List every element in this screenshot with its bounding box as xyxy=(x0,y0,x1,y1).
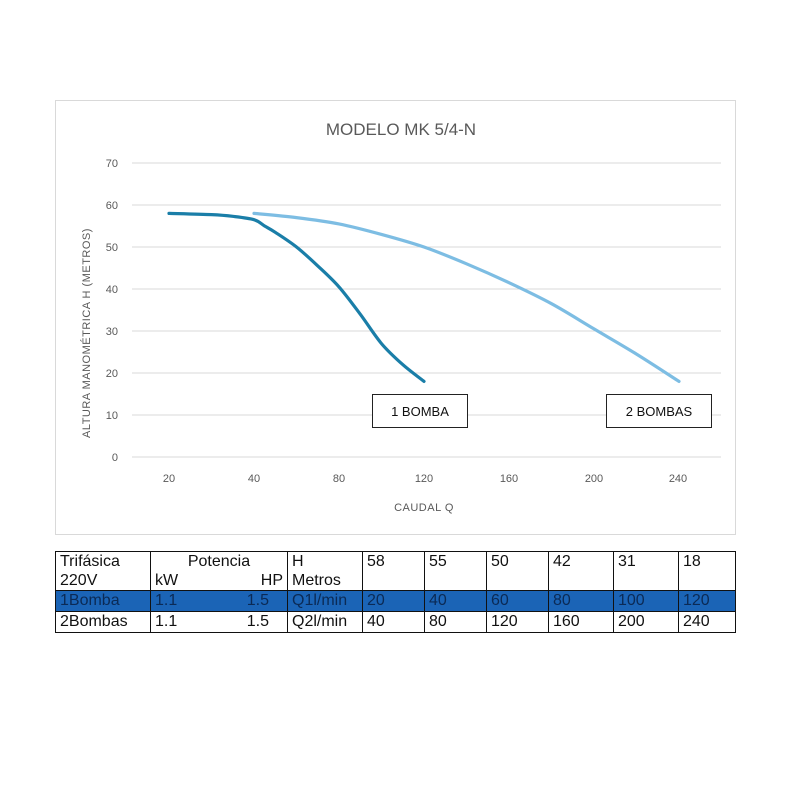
spec-table: Trifásica 220V Potencia kW HP H Metros 58 5… xyxy=(55,551,736,633)
x-tick-label: 40 xyxy=(248,473,260,485)
row-q-label: Q1l/min xyxy=(287,590,363,612)
chart-frame: MODELO MK 5/4-N 0 10 20 30 40 50 60 70 20 40 80 12… xyxy=(55,100,736,535)
row-cell: 40 xyxy=(362,611,425,633)
header-h-value: 31 xyxy=(613,551,679,591)
series-line-2-bombas xyxy=(252,211,681,383)
x-tick-labels: 20 40 80 120 160 200 240 xyxy=(163,473,687,485)
table-row: 2Bombas 1.1 1.5 Q2l/min 40 80 120 160 200… xyxy=(55,611,736,633)
y-tick-label: 20 xyxy=(106,368,118,380)
y-tick-label: 40 xyxy=(106,284,118,296)
header-h-value: 58 xyxy=(362,551,425,591)
header-h-value: 18 xyxy=(678,551,736,591)
row-q-label: Q2l/min xyxy=(287,611,363,633)
x-axis-title: CAUDAL Q xyxy=(394,502,454,514)
table-header-row: Trifásica 220V Potencia kW HP H Metros 58 5… xyxy=(55,551,736,591)
chart-title: MODELO MK 5/4-N xyxy=(326,120,476,139)
header-trifasica: Trifásica 220V xyxy=(55,551,151,591)
y-axis-title: ALTURA MANOMÉTRICA H (METROS) xyxy=(80,228,93,438)
row-cell: 160 xyxy=(548,611,614,633)
header-potencia: Potencia kW HP xyxy=(150,551,288,591)
x-tick-label: 240 xyxy=(669,473,687,485)
y-tick-labels: 0 10 20 30 40 50 60 70 xyxy=(106,158,118,464)
series-line-1-bomba xyxy=(167,211,426,383)
row-cell: 120 xyxy=(678,590,736,612)
y-tick-label: 60 xyxy=(106,200,118,212)
row-cell: 240 xyxy=(678,611,736,633)
row-cell: 200 xyxy=(613,611,679,633)
row-label: 2Bombas xyxy=(55,611,151,633)
row-power: 1.1 1.5 xyxy=(150,611,288,633)
header-h: H Metros xyxy=(287,551,363,591)
header-h-value: 42 xyxy=(548,551,614,591)
row-cell: 40 xyxy=(424,590,487,612)
header-h-value: 55 xyxy=(424,551,487,591)
y-tick-label: 30 xyxy=(106,326,118,338)
row-cell: 60 xyxy=(486,590,549,612)
x-tick-label: 160 xyxy=(500,473,518,485)
y-tick-label: 10 xyxy=(106,410,118,422)
row-cell: 80 xyxy=(548,590,614,612)
row-power: 1.1 1.5 xyxy=(150,590,288,612)
row-cell: 100 xyxy=(613,590,679,612)
pump-curve-chart: MODELO MK 5/4-N 0 10 20 30 40 50 60 70 20 40 80 12… xyxy=(80,120,721,514)
header-h-value: 50 xyxy=(486,551,549,591)
series-lines xyxy=(167,211,681,383)
y-tick-label: 0 xyxy=(112,452,118,464)
y-tick-label: 50 xyxy=(106,242,118,254)
x-tick-label: 20 xyxy=(163,473,175,485)
y-tick-label: 70 xyxy=(106,158,118,170)
row-cell: 120 xyxy=(486,611,549,633)
series-label-2-bombas: 2 BOMBAS xyxy=(606,394,712,428)
x-tick-label: 200 xyxy=(585,473,603,485)
x-tick-label: 80 xyxy=(333,473,345,485)
row-label: 1Bomba xyxy=(55,590,151,612)
row-cell: 80 xyxy=(424,611,487,633)
series-label-1-bomba: 1 BOMBA xyxy=(372,394,468,428)
table-row: 1Bomba 1.1 1.5 Q1l/min 20 40 60 80 100 12… xyxy=(55,590,736,612)
row-cell: 20 xyxy=(362,590,425,612)
x-tick-label: 120 xyxy=(415,473,433,485)
